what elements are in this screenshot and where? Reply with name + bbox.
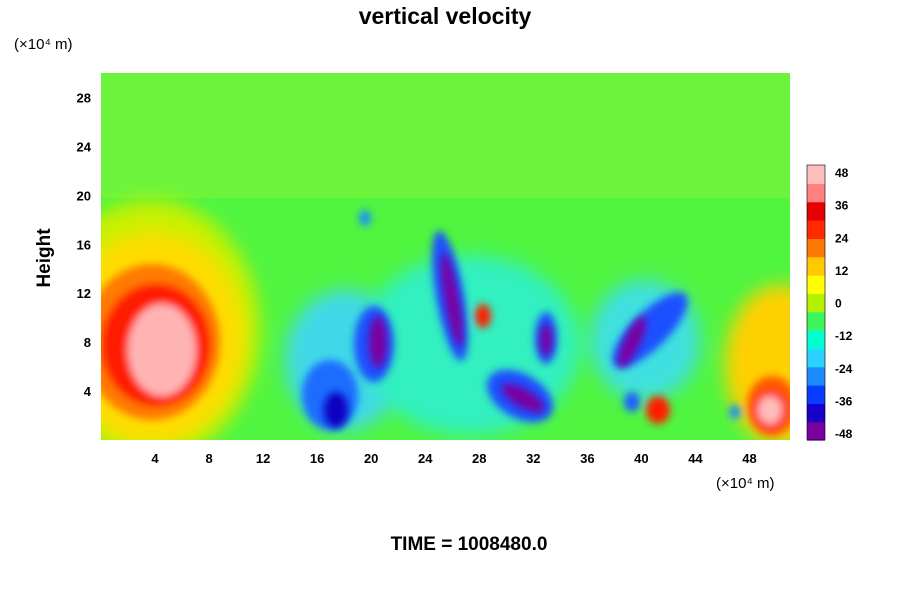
x-tick-label: 24: [418, 451, 433, 466]
cool-spot-34: [624, 392, 640, 412]
colorbar-swatch: [807, 385, 825, 404]
cool-core-31: [501, 383, 545, 413]
cool-core-26: [441, 252, 463, 348]
colorbar-swatch: [807, 330, 825, 349]
y-tick-label: 16: [77, 237, 91, 252]
colorbar-tick-label: -24: [835, 362, 853, 376]
colorbar-swatch: [807, 366, 825, 386]
colorbar-swatch: [807, 183, 825, 203]
y-tick-label: 28: [77, 90, 91, 105]
x-tick-label: 12: [256, 451, 270, 466]
colorbar-swatch: [807, 311, 825, 331]
colorbar-tick-label: 36: [835, 199, 849, 213]
colorbar-tick-label: -12: [835, 329, 853, 343]
x-unit-label: (×10⁴ m): [716, 475, 775, 492]
y-tick-label: 8: [84, 335, 91, 350]
heatmap-field: [101, 73, 790, 440]
x-tick-label: 44: [688, 451, 703, 466]
colorbar-swatch: [807, 275, 825, 294]
x-tick-label: 40: [634, 451, 648, 466]
colorbar-swatch: [807, 403, 825, 423]
time-label: TIME = 1008480.0: [391, 534, 548, 555]
cool-core-16: [324, 392, 348, 428]
y-tick-label: 24: [77, 139, 92, 154]
x-tick-label: 48: [742, 451, 756, 466]
colorbar-tick-label: 12: [835, 264, 849, 278]
colorbar-swatch: [807, 348, 825, 368]
cool-spot-17: [359, 210, 371, 226]
colorbar-swatch: [807, 293, 825, 313]
warm-core-right-pink: [758, 396, 782, 424]
cool-core-33: [540, 324, 552, 356]
warm-core-left-pink: [128, 304, 196, 396]
x-tick-label: 16: [310, 451, 324, 466]
colorbar: 48 36 24 12 0 -12 -24 -36 -48: [806, 164, 853, 441]
colorbar-tick-label: 24: [835, 231, 849, 245]
cool-core-20: [369, 316, 387, 368]
upper-layer: [101, 73, 790, 198]
cool-plume-cores: [324, 252, 646, 428]
chart-title: vertical velocity: [359, 3, 532, 29]
colorbar-tick-label: -48: [835, 427, 853, 441]
x-tick-label: 32: [526, 451, 540, 466]
colorbar-swatch: [807, 256, 825, 276]
x-tick-label: 8: [205, 451, 212, 466]
y-tick-label: 20: [77, 188, 91, 203]
colorbar-swatch: [807, 165, 825, 184]
y-tick-label: 4: [84, 384, 92, 399]
x-tick-label: 28: [472, 451, 486, 466]
x-tick-label: 20: [364, 451, 378, 466]
warm-spot-41: [646, 396, 670, 424]
y-tick-label: 12: [77, 286, 91, 301]
cool-core-40: [618, 316, 646, 368]
y-axis-label: Height: [34, 228, 55, 288]
y-unit-label: (×10⁴ m): [14, 36, 73, 53]
colorbar-tick-label: 48: [835, 166, 849, 180]
warm-spot-28: [475, 304, 491, 328]
colorbar-tick-label: 0: [835, 297, 842, 311]
x-tick-label: 4: [151, 451, 159, 466]
x-tick-label: 36: [580, 451, 594, 466]
colorbar-frame: [806, 164, 826, 441]
colorbar-swatch: [807, 220, 825, 239]
cool-spot-48: [729, 405, 741, 419]
x-axis-ticks: 4 8 12 16 20 24 28 32 36 40 44 48: [151, 451, 756, 466]
colorbar-swatch: [807, 238, 825, 258]
y-axis-ticks: 4 8 12 16 20 24 28: [77, 90, 92, 399]
colorbar-swatch: [807, 201, 825, 221]
colorbar-swatch: [807, 421, 825, 441]
colorbar-tick-label: -36: [835, 394, 853, 408]
